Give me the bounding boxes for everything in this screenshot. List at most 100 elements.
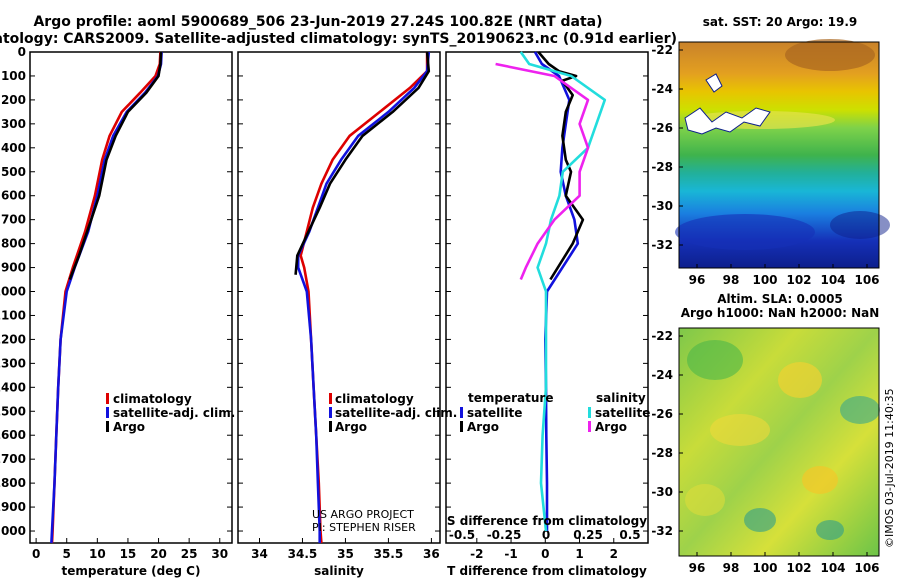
temp-legend-argo: Argo: [113, 420, 145, 434]
depth-tick-label: 1500: [0, 404, 26, 418]
sla-map-ytick-label: -22: [651, 329, 673, 343]
temperature-panel-frame: [29, 51, 233, 544]
salinity-profile-series-argo: [294, 51, 431, 275]
sst-map-ytick-label: -28: [651, 160, 673, 174]
depth-tick-label: 1200: [0, 332, 26, 346]
depth-tick-label: 600: [1, 189, 26, 203]
depth-tick-label: 900: [1, 261, 26, 275]
depth-tick-label: 300: [1, 117, 26, 131]
sst-cold-blob-east: [830, 211, 890, 239]
sal-legend-satellite-swatch: [329, 407, 332, 418]
temperature-profile-xtick-label: 5: [63, 547, 71, 561]
sla-map-ytick-label: -30: [651, 485, 673, 499]
sla-high-3: [802, 466, 838, 494]
sla-map-title: Altim. SLA: 0.0005: [717, 292, 843, 306]
difference-xtick2-label: 0: [542, 528, 550, 542]
sst-map-ytick-label: -30: [651, 199, 673, 213]
diff-legend-salinity-header: salinity: [596, 391, 646, 405]
salinity-panel-frame: [237, 51, 441, 544]
sla-low-1: [687, 340, 743, 380]
depth-tick-label: 500: [1, 165, 26, 179]
depth-tick-label: 1800: [0, 476, 26, 490]
sst-map-title: sat. SST: 20 Argo: 19.9: [703, 15, 857, 29]
difference-profile-xtick-label: -1: [504, 547, 517, 561]
temperature-profile-xtick-label: 0: [32, 547, 40, 561]
depth-tick-label: 200: [1, 93, 26, 107]
depth-tick-label: 1000: [0, 285, 26, 299]
sst-map-xtick-label: 100: [752, 273, 777, 287]
sla-map-xtick-label: 96: [689, 561, 706, 575]
depth-tick-label: 1300: [0, 356, 26, 370]
salinity-profile-xtick-label: 35.5: [374, 547, 404, 561]
temperature-profile-xtick-label: 20: [150, 547, 167, 561]
difference-profile-xtick-label: -2: [470, 547, 483, 561]
diff-legend-s-argo-swatch: [588, 421, 591, 432]
sla-low-4: [816, 520, 844, 540]
diff-legend-t-satellite: satellite: [467, 406, 522, 420]
sst-map-xtick-label: 96: [689, 273, 706, 287]
depth-tick-label: 2000: [0, 524, 26, 538]
difference-profile-xtick-label: 0: [541, 547, 549, 561]
depth-tick-label: 800: [1, 237, 26, 251]
sst-cloud-mask: [684, 107, 771, 135]
difference-xtick2-label: 0.25: [573, 528, 603, 542]
temp-legend-argo-swatch: [106, 421, 109, 432]
temperature-profile-xtick-label: 10: [89, 547, 106, 561]
sla-map-xtick-label: 98: [723, 561, 740, 575]
salinity-xlabel: salinity: [314, 564, 364, 578]
depth-tick-label: 400: [1, 141, 26, 155]
title-line-1: Argo profile: aoml 5900689_506 23-Jun-20…: [33, 14, 602, 30]
depth-tick-label: 1700: [0, 452, 26, 466]
difference-xtick2-label: 0.5: [619, 528, 640, 542]
project-credit: US ARGO PROJECT: [312, 508, 414, 521]
sst-map-xtick-label: 104: [820, 273, 845, 287]
difference-xtick2-label: -0.25: [487, 528, 522, 542]
sla-map-xtick-label: 102: [786, 561, 811, 575]
sal-legend-argo-swatch: [329, 421, 332, 432]
temperature-xlabel: temperature (deg C): [62, 564, 201, 578]
depth-tick-label: 1600: [0, 428, 26, 442]
depth-tick-label: 700: [1, 213, 26, 227]
sla-map-xtick-label: 100: [752, 561, 777, 575]
salinity-profile-xtick-label: 36: [423, 547, 440, 561]
temperature-profile-series-satellite-adj-clim-: [50, 51, 163, 544]
sla-map-ytick-label: -24: [651, 368, 673, 382]
temperature-profile-series-argo: [68, 51, 163, 280]
sla-map-ytick-label: -28: [651, 446, 673, 460]
salinity-profile-xtick-label: 35: [337, 547, 354, 561]
difference-panel-frame: [445, 51, 649, 544]
diff-legend-s-satellite-swatch: [588, 407, 591, 418]
sst-map-ytick-label: -32: [651, 238, 673, 252]
difference-xlabel: T difference from climatology: [447, 564, 647, 578]
map-ticks: 96 98 100 102 104 106 -22 -24 -26 -28 -30 -32 96 98 10…: [651, 43, 879, 575]
sla-map-xtick-label: 106: [854, 561, 879, 575]
sla-high-2: [710, 414, 770, 446]
sla-high-1: [778, 362, 822, 398]
salinity-profile-xtick-label: 34.5: [288, 547, 318, 561]
timestamp-credit: ©IMOS 03-Jul-2019 11:40:35: [883, 388, 896, 548]
temperature-profile-series-climatology: [50, 51, 162, 544]
temp-legend-satellite-swatch: [106, 407, 109, 418]
sla-map-ytick-label: -26: [651, 407, 673, 421]
title-line-2: Climatology: CARS2009. Satellite-adjuste…: [0, 31, 677, 47]
diff-legend-t-argo-swatch: [460, 421, 463, 432]
difference-profile-series-s-satellite: [519, 51, 607, 532]
sst-map-xtick-label: 102: [786, 273, 811, 287]
sla-map-subtitle: Argo h1000: NaN h2000: NaN: [681, 306, 880, 320]
difference-xlabel-salinity: S difference from climatology: [447, 514, 647, 528]
sal-legend-climatology-swatch: [329, 393, 332, 404]
temp-legend-satellite: satellite-adj. clim.: [113, 406, 235, 420]
lines-layer: [50, 51, 607, 544]
diff-legend-t-argo: Argo: [467, 420, 499, 434]
sst-map-features: [675, 39, 890, 250]
sla-map-xtick-label: 104: [820, 561, 845, 575]
difference-profile-xtick-label: 1: [575, 547, 583, 561]
sst-map-frame: [678, 41, 880, 269]
sst-map-xtick-label: 98: [723, 273, 740, 287]
sla-low-2: [840, 396, 880, 424]
sla-high-4: [685, 484, 725, 516]
sst-cold-blob: [675, 214, 815, 250]
temperature-profile-xtick-label: 30: [211, 547, 228, 561]
sal-legend-argo: Argo: [335, 420, 367, 434]
